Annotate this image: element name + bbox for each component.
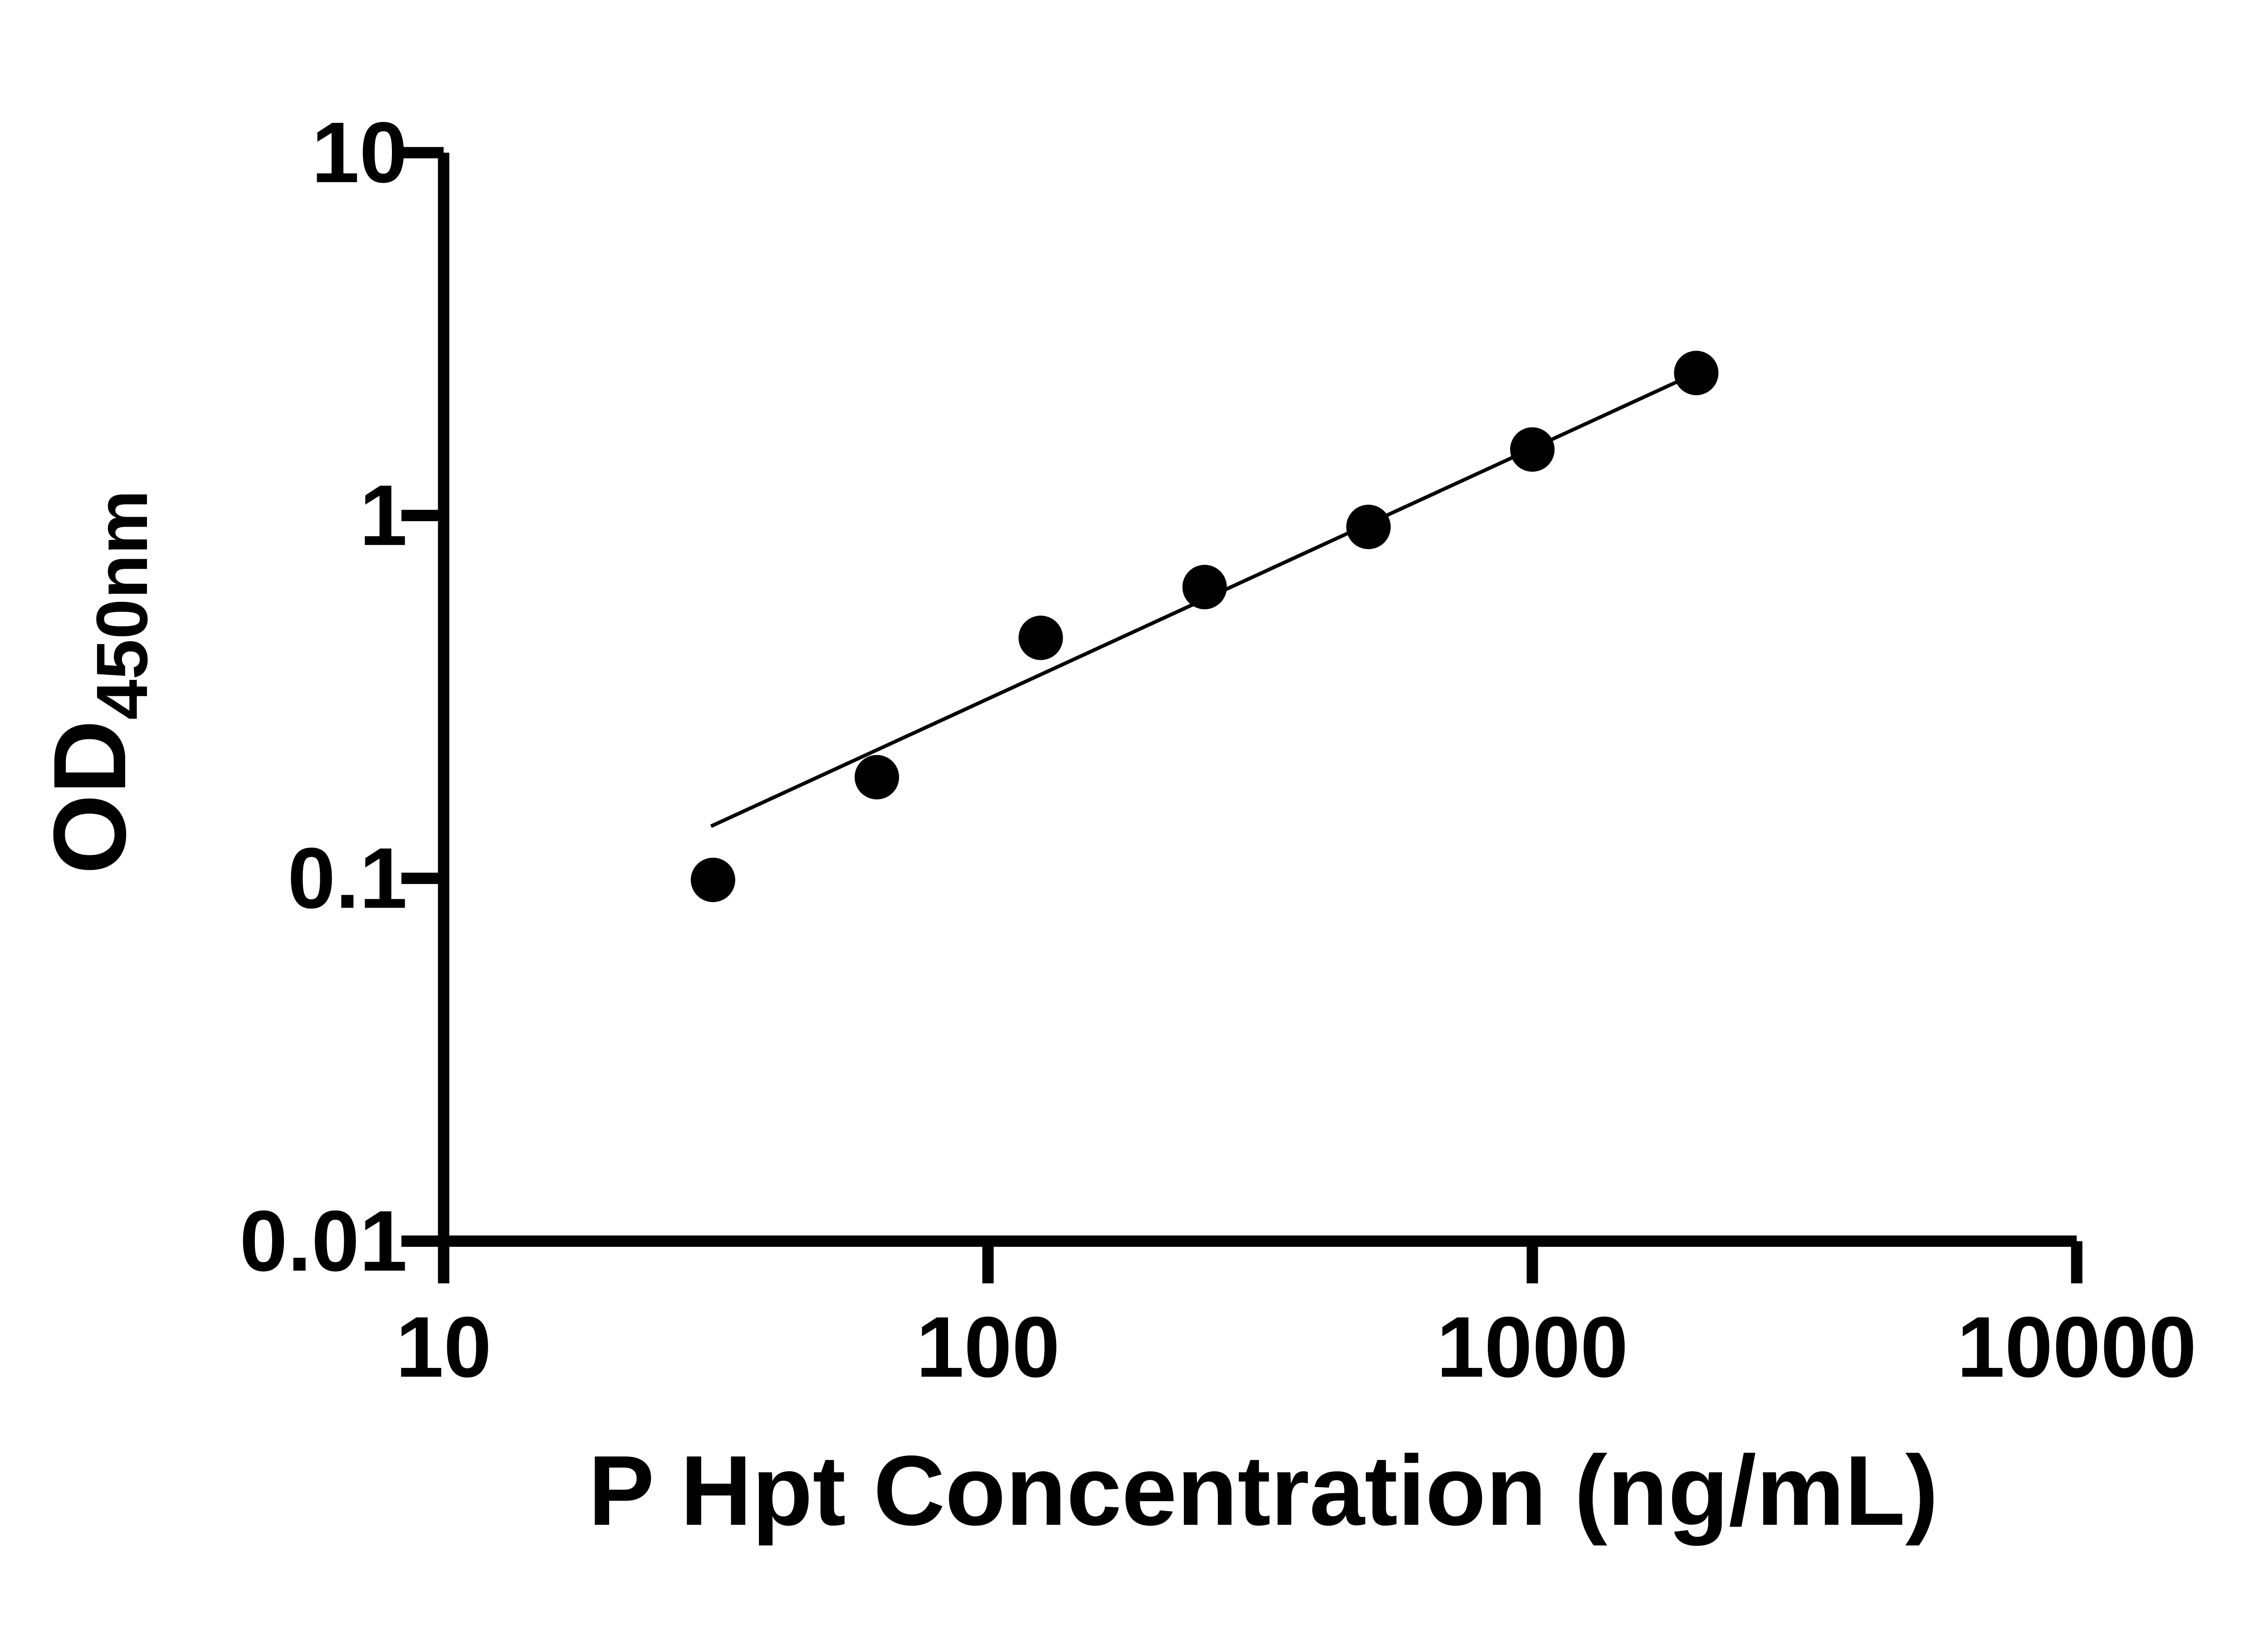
svg-text:0.01: 0.01 xyxy=(240,1193,407,1289)
svg-text:10000: 10000 xyxy=(1957,1299,2196,1396)
svg-text:0.1: 0.1 xyxy=(288,830,407,927)
svg-text:OD450nm: OD450nm xyxy=(33,490,162,874)
svg-text:1000: 1000 xyxy=(1437,1299,1628,1396)
svg-text:P Hpt Concentration (ng/mL): P Hpt Concentration (ng/mL) xyxy=(588,1435,1939,1546)
svg-text:10: 10 xyxy=(396,1299,491,1396)
svg-text:1: 1 xyxy=(359,468,407,564)
svg-text:100: 100 xyxy=(916,1299,1060,1396)
svg-text:10: 10 xyxy=(312,105,407,201)
